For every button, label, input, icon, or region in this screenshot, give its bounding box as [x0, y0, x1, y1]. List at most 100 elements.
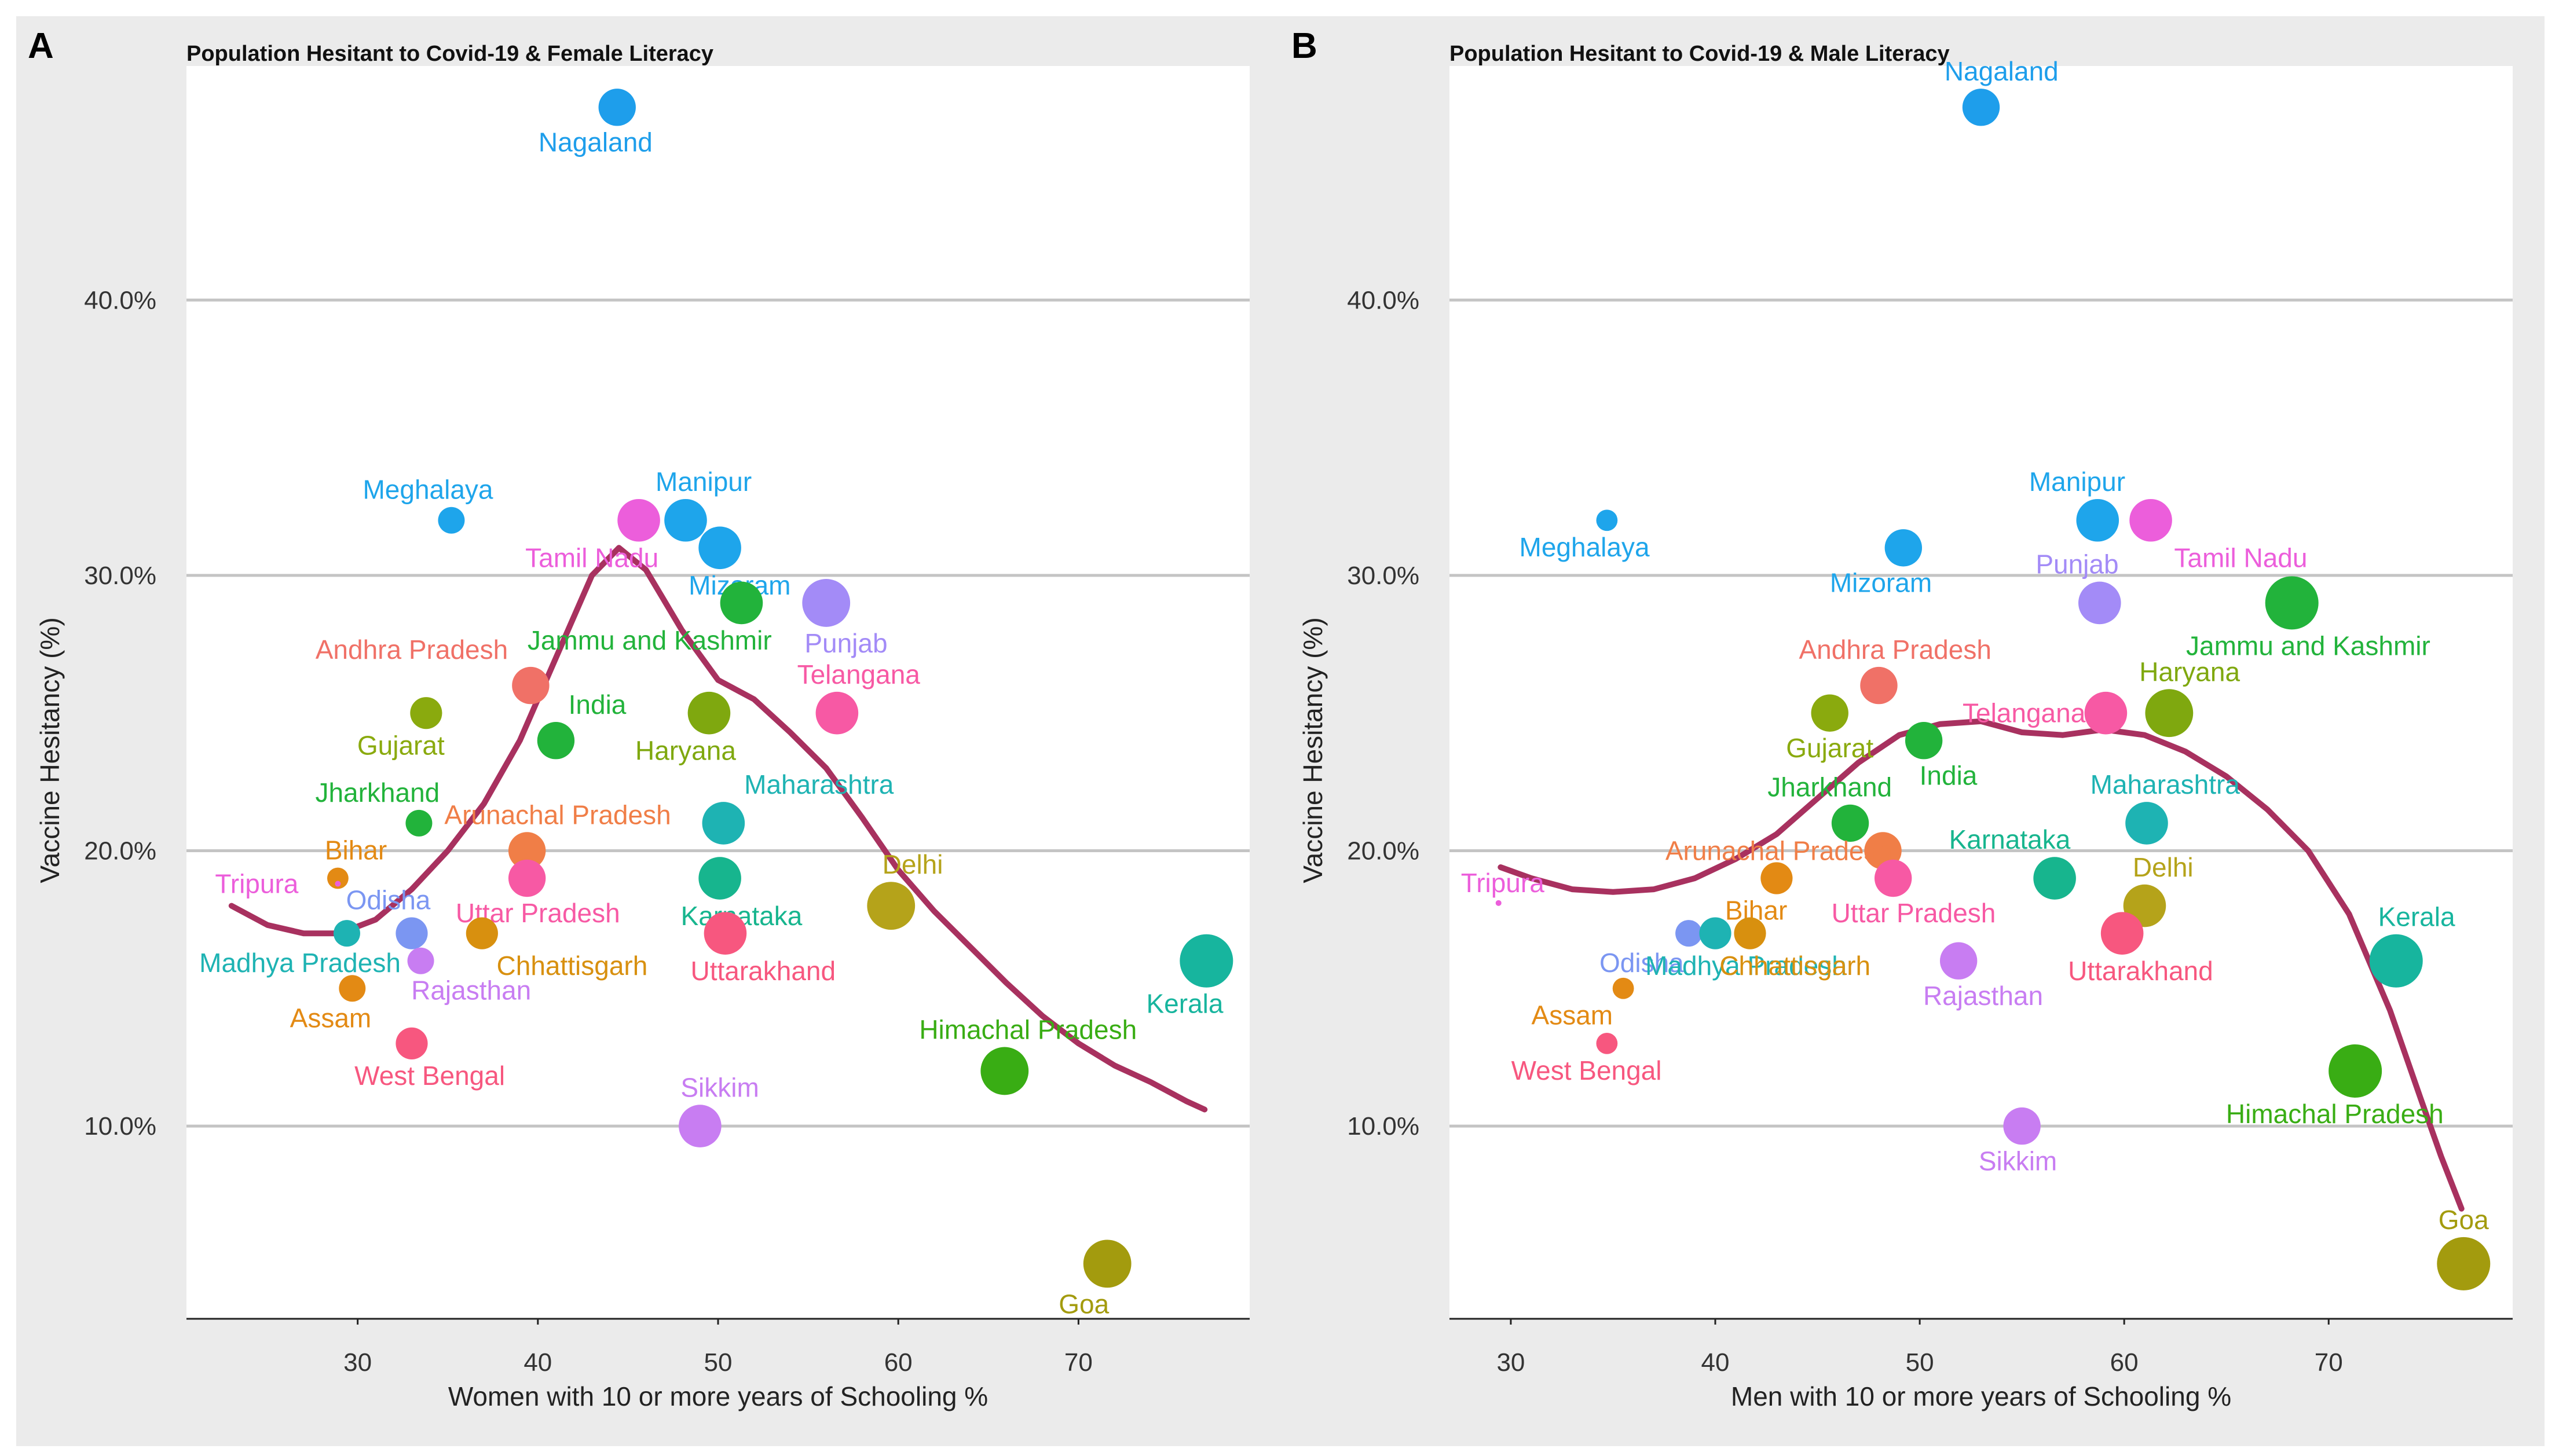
panel-b-point-mizoram: [1884, 529, 1923, 567]
panel-a-point-uttarakhand: [704, 912, 747, 955]
panel-a-label-sikkim: Sikkim: [680, 1072, 759, 1102]
panel-a-point-tripura: [335, 881, 341, 887]
panel-b-point-karnataka: [2033, 857, 2076, 900]
panel-a-x-tick-label: 70: [1064, 1348, 1093, 1377]
panel-a-point-odisha: [396, 917, 428, 949]
panel-b-point-jharkhand: [1831, 804, 1869, 842]
panel-b-point-punjab: [2078, 581, 2121, 625]
panel-b-label-telangana: Telangana: [1963, 698, 2086, 728]
panel-b-point-jammu-and-kashmir: [2265, 576, 2319, 630]
panel-b-point-manipur: [2076, 498, 2119, 542]
panel-a-point-telangana: [815, 691, 859, 735]
panel-b-x-tick-label: 50: [1906, 1348, 1934, 1377]
panel-b-point-chhattisgarh: [1734, 917, 1766, 949]
panel-b-label-arunachal-pradesh: Arunachal Pradesh: [1665, 835, 1892, 865]
panel-b-label-goa: Goa: [2439, 1205, 2489, 1235]
panel-a-y-tick-label: 40.0%: [84, 286, 156, 314]
panel-b-x-tick-label: 40: [1701, 1348, 1730, 1377]
panel-a-label-india: India: [569, 690, 627, 720]
panel-a-point-haryana: [687, 691, 731, 735]
panel-a-title: Population Hesitant to Covid-19 & Female…: [186, 42, 713, 66]
panel-b-label-manipur: Manipur: [2029, 467, 2125, 497]
panel-a-point-sikkim: [679, 1105, 722, 1147]
panel-b-y-tick-label: 10.0%: [1347, 1112, 1419, 1140]
panel-b-point-himachal-pradesh: [2329, 1044, 2382, 1098]
panel-b-label-himachal-pradesh: Himachal Pradesh: [2226, 1099, 2444, 1129]
panel-a-x-axis-label: Women with 10 or more years of Schooling…: [448, 1381, 988, 1411]
panel-a-label-gujarat: Gujarat: [357, 730, 445, 760]
panel-a-label-kerala: Kerala: [1146, 989, 1223, 1019]
panel-b: B Population Hesitant to Covid-19 & Male …: [1291, 26, 2513, 1411]
panel-a-label-uttarakhand: Uttarakhand: [690, 956, 836, 986]
panel-b-point-goa: [2437, 1237, 2491, 1290]
panel-a-point-goa: [1083, 1239, 1132, 1288]
panel-a-label-madhya-pradesh: Madhya Pradesh: [199, 948, 401, 978]
panel-b-point-meghalaya: [1596, 509, 1618, 531]
panel-b-y-tick-label: 30.0%: [1347, 562, 1419, 590]
panel-b-label-nagaland: Nagaland: [1945, 56, 2059, 86]
panel-a-x-tick-label: 30: [343, 1348, 372, 1377]
panel-a-label-assam: Assam: [290, 1003, 372, 1033]
panel-a-label-nagaland: Nagaland: [539, 127, 653, 157]
panel-b-point-assam: [1612, 977, 1634, 999]
panel-a-point-assam: [339, 975, 366, 1002]
panel-b-label-jammu-and-kashmir: Jammu and Kashmir: [2186, 630, 2430, 661]
panel-a-trend-line: [228, 545, 1208, 1113]
panel-a-point-rajasthan: [407, 947, 434, 974]
panel-b-label-assam: Assam: [1532, 1000, 1613, 1030]
panel-b-label-mizoram: Mizoram: [1830, 568, 1932, 598]
panel-b-point-tripura: [1495, 900, 1502, 906]
panel-a-label-tripura: Tripura: [215, 869, 298, 899]
panel-b-label-madhya-pradesh: Madhya Pradesh: [1645, 951, 1847, 981]
panel-a-y-tick-label: 10.0%: [84, 1112, 156, 1140]
panel-b-label-haryana: Haryana: [2139, 657, 2240, 687]
panel-b-label-rajasthan: Rajasthan: [1923, 981, 2043, 1011]
panel-b-point-india: [1905, 722, 1943, 760]
panel-a-x-tick-label: 60: [884, 1348, 913, 1377]
panel-a-point-nagaland: [598, 89, 636, 126]
panel-a-point-maharashtra: [702, 802, 745, 845]
panel-b-point-telangana: [2084, 691, 2128, 735]
panel-b-point-nagaland: [1962, 89, 2000, 126]
panel-a-point-gujarat: [410, 697, 442, 729]
panel-b-point-uttar-pradesh: [1874, 859, 1912, 897]
panel-b-point-uttarakhand: [2100, 912, 2144, 955]
panel-b-y-tick-label: 20.0%: [1347, 837, 1419, 865]
panel-b-x-tick-label: 70: [2315, 1348, 2343, 1377]
panel-a-plot-area: [186, 66, 1250, 1319]
panel-b-label-uttar-pradesh: Uttar Pradesh: [1832, 898, 1996, 928]
panel-a-label-punjab: Punjab: [804, 628, 887, 658]
panel-b-point-bihar: [1760, 862, 1793, 894]
panel-a-x-tick-label: 40: [523, 1348, 552, 1377]
panel-a-letter: A: [28, 26, 54, 66]
panel-a-label-jammu-and-kashmir: Jammu and Kashmir: [528, 625, 772, 655]
panel-b-point-rajasthan: [1939, 942, 1978, 980]
panel-a-label-rajasthan: Rajasthan: [411, 975, 531, 1006]
panel-a-label-maharashtra: Maharashtra: [744, 769, 894, 799]
panel-b-letter: B: [1291, 26, 1317, 66]
panel-a-point-himachal-pradesh: [980, 1047, 1029, 1095]
panel-a-label-delhi: Delhi: [883, 849, 943, 879]
panel-b-trend-line: [1498, 718, 2465, 1212]
panel-a-label-goa: Goa: [1059, 1289, 1109, 1319]
panel-a-point-madhya-pradesh: [333, 920, 360, 947]
panel-b-label-jharkhand: Jharkhand: [1767, 772, 1892, 802]
panel-a-label-bihar: Bihar: [325, 835, 387, 865]
panel-b-point-andhra-pradesh: [1860, 666, 1898, 705]
panel-b-point-tamil-nadu: [2129, 498, 2172, 542]
panel-b-x-axis-label: Men with 10 or more years of Schooling %: [1731, 1381, 2231, 1411]
panel-b-label-uttarakhand: Uttarakhand: [2068, 956, 2213, 986]
panel-b-x-tick-label: 30: [1496, 1348, 1525, 1377]
panel-a-label-andhra-pradesh: Andhra Pradesh: [316, 635, 508, 665]
panel-a-point-delhi: [867, 882, 916, 930]
panel-a-point-karnataka: [698, 857, 741, 900]
panel-a-x-tick-label: 50: [704, 1348, 733, 1377]
panel-a-label-jharkhand: Jharkhand: [315, 777, 440, 808]
panel-b-point-maharashtra: [2125, 802, 2168, 845]
panel-a-point-jammu-and-kashmir: [720, 581, 763, 625]
panel-b-y-tick-label: 40.0%: [1347, 286, 1419, 314]
panel-b-point-west-bengal: [1596, 1032, 1618, 1054]
panel-b-label-odisha: Odisha: [1599, 948, 1684, 978]
panel-b-x-tick-label: 60: [2110, 1348, 2139, 1377]
